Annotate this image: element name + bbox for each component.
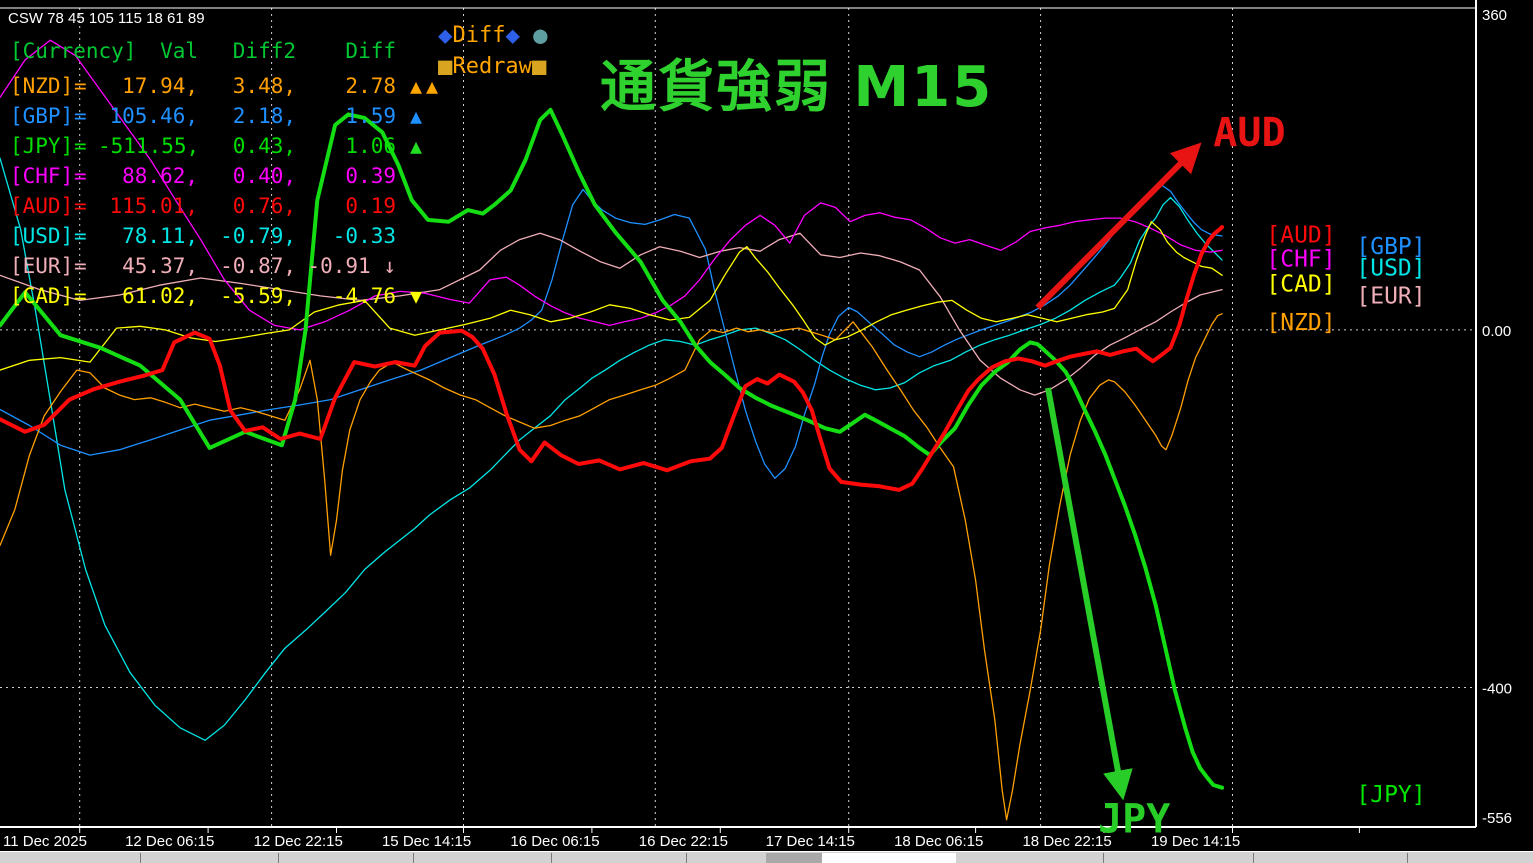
line-label-AUD: [AUD] xyxy=(1266,223,1335,249)
x-axis-label: 12 Dec 06:15 xyxy=(125,833,214,850)
x-axis-label: 18 Dec 06:15 xyxy=(894,833,983,850)
trend-arrow-icon: ▲▲ xyxy=(410,74,443,98)
bottom-panel-separator xyxy=(686,853,687,863)
series-line-CAD xyxy=(0,221,1223,371)
x-axis-label: 19 Dec 14:15 xyxy=(1151,833,1240,850)
bottom-panel-separator xyxy=(1103,853,1104,863)
legend: ◆Diff◆ ● ■Redraw■ xyxy=(438,20,548,82)
table-row-NZD: [NZD] = 17.94, 3.48, 2.78 ▲▲ xyxy=(10,71,476,101)
x-axis-label: 12 Dec 22:15 xyxy=(254,833,343,850)
legend-row-redraw: ■Redraw■ xyxy=(438,51,548,82)
chart-frame xyxy=(0,0,1477,833)
x-axis-label: 11 Dec 2025 xyxy=(3,833,87,850)
x-axis-label: 17 Dec 14:15 xyxy=(766,833,855,850)
y-axis-label: -556 xyxy=(1482,810,1512,827)
aud-arrow xyxy=(1035,142,1202,310)
jpy-annotation: JPY xyxy=(1098,797,1170,843)
bottom-panel-separator xyxy=(413,853,414,863)
table-header: [Currency] Val Diff2 Diff xyxy=(10,39,396,63)
diamond-icon: ◆ xyxy=(505,21,520,49)
square-icon: ■ xyxy=(438,52,453,80)
table-row-JPY: [JPY] = -511.55, 0.43, 1.06 ▲ xyxy=(10,131,476,161)
bottom-panel-separator xyxy=(551,853,552,863)
trend-arrow-icon: ▲ xyxy=(410,134,427,158)
table-row-CHF: [CHF] = 88.62, 0.40, 0.39 xyxy=(10,164,396,188)
series-line-JPY xyxy=(0,107,1225,790)
diamond-icon: ◆ xyxy=(438,21,453,49)
square-icon: ■ xyxy=(531,52,547,80)
series-line-AUD xyxy=(0,225,1225,492)
table-row-USD: [USD] = 78.11, -0.79, -0.33 xyxy=(10,224,396,248)
legend-redraw-label: Redraw xyxy=(452,54,532,79)
jpy-arrow xyxy=(1045,387,1133,801)
table-row-GBP: [GBP] = 105.46, 2.18, 1.59 ▲ xyxy=(10,101,476,131)
bottom-panel-segment[interactable] xyxy=(766,853,822,863)
line-label-NZD: [NZD] xyxy=(1266,310,1335,336)
bottom-panel[interactable] xyxy=(0,851,1533,863)
bottom-panel-separator xyxy=(1253,853,1254,863)
bottom-panel-segment[interactable] xyxy=(822,853,956,863)
x-axis-label: 16 Dec 22:15 xyxy=(639,833,728,850)
x-axis-label: 15 Dec 14:15 xyxy=(382,833,471,850)
y-axis-label: -400 xyxy=(1482,681,1512,698)
line-label-EUR: [EUR] xyxy=(1356,283,1425,309)
gridlines xyxy=(0,8,1476,827)
line-label-USD: [USD] xyxy=(1356,256,1425,282)
line-label-CHF: [CHF] xyxy=(1266,247,1335,273)
y-axis-label: 0.00 xyxy=(1482,323,1511,340)
bottom-panel-separator xyxy=(1407,853,1408,863)
series-line-USD xyxy=(0,157,1223,741)
y-axis-label: 360 xyxy=(1482,7,1507,24)
bottom-panel-separator xyxy=(278,853,279,863)
trend-arrow-icon: ▲ xyxy=(410,104,427,128)
table-row-EUR: [EUR] = 45.37, -0.87, -0.91 ↓ xyxy=(10,254,396,278)
legend-diff-label: Diff xyxy=(452,23,506,48)
x-axis-label: 16 Dec 06:15 xyxy=(510,833,599,850)
line-label-CAD: [CAD] xyxy=(1266,272,1335,298)
series-line-NZD xyxy=(0,313,1223,821)
circle-icon: ● xyxy=(533,21,548,49)
aud-annotation: AUD xyxy=(1213,110,1285,156)
table-row-AUD: [AUD] = 115.01, 0.76, 0.19 xyxy=(10,194,396,218)
series-line-EUR xyxy=(0,232,1223,396)
x-axis-label: 18 Dec 22:15 xyxy=(1022,833,1111,850)
chart-title: 通貨強弱 M15 xyxy=(600,55,994,120)
table-row-CAD: [CAD] = 61.02, -5.59, -4.76 ▼ xyxy=(10,281,476,311)
series-line-CHF xyxy=(0,39,1223,331)
series-line-GBP xyxy=(0,184,1223,479)
trend-arrow-icon: ▼ xyxy=(410,284,427,308)
line-label-JPY: [JPY] xyxy=(1356,782,1425,808)
currency-strength-table: [Currency] Val Diff2 Diff [NZD] = 17.94, 3.48, 2… xyxy=(10,36,476,311)
bottom-panel-separator xyxy=(140,853,141,863)
legend-row-diff: ◆Diff◆ ● xyxy=(438,20,548,51)
indicator-title: CSW 78 45 105 115 18 61 89 xyxy=(8,10,205,27)
line-label-GBP: [GBP] xyxy=(1356,234,1425,260)
